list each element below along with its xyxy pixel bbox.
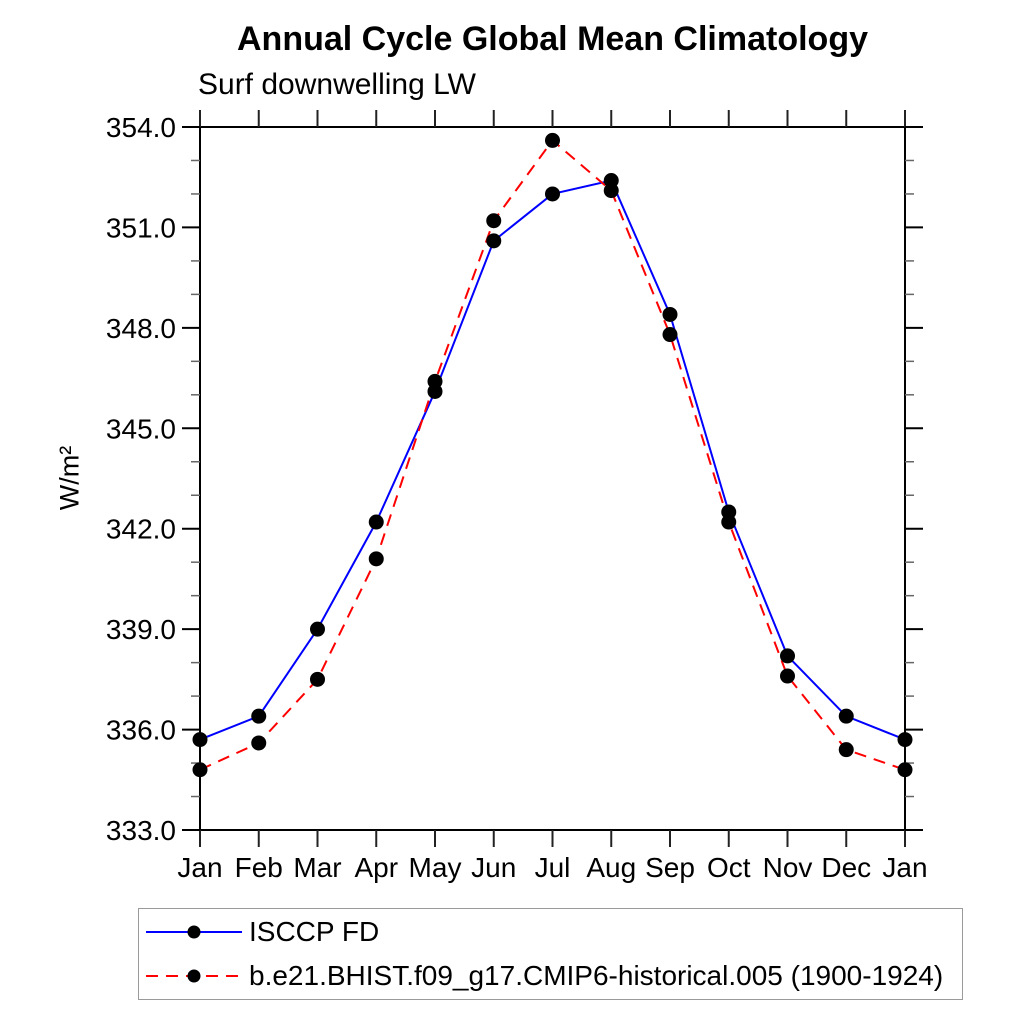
x-axis-tick-label: Oct xyxy=(707,852,751,883)
x-axis-tick-label: Apr xyxy=(354,852,398,883)
data-point-marker-model-run xyxy=(192,762,208,778)
y-axis-tick-label: 342.0 xyxy=(106,514,176,545)
legend-line-dashed-icon xyxy=(146,969,242,983)
data-point-marker-isccp-fd xyxy=(368,514,384,530)
legend-box: ISCCP FD b.e21.BHIST.f09_g17.CMIP6-histo… xyxy=(138,908,963,1000)
data-point-marker-model-run xyxy=(486,213,502,229)
data-point-marker-isccp-fd xyxy=(545,186,560,202)
data-point-marker-model-run xyxy=(251,735,267,751)
data-point-marker-model-run xyxy=(310,671,325,687)
y-axis-tick-label: 354.0 xyxy=(106,112,176,143)
x-axis-tick-label: Sep xyxy=(645,852,695,883)
axis-frame xyxy=(199,126,906,831)
y-axis-tick-label: 348.0 xyxy=(106,313,176,344)
x-axis-tick-label: May xyxy=(409,852,462,883)
y-axis-tick-label: 345.0 xyxy=(106,413,176,444)
chart-subtitle: Surf downwelling LW xyxy=(198,68,476,101)
y-axis-tick-label: 351.0 xyxy=(106,212,176,243)
data-point-marker-isccp-fd xyxy=(662,306,678,322)
y-axis-tick-label: 333.0 xyxy=(106,815,176,846)
data-point-marker-model-run xyxy=(427,373,443,389)
data-point-marker-isccp-fd xyxy=(310,621,325,637)
legend-label-model-run: b.e21.BHIST.f09_g17.CMIP6-historical.005… xyxy=(249,960,944,991)
data-point-marker-isccp-fd xyxy=(897,732,913,748)
legend-sample-marker-icon xyxy=(187,925,201,939)
x-axis-tick-label: Dec xyxy=(821,852,871,883)
legend-sample-marker-icon xyxy=(187,969,201,983)
data-point-marker-model-run xyxy=(897,762,913,778)
chart-title: Annual Cycle Global Mean Climatology xyxy=(237,20,868,58)
legend-item-isccp-fd: ISCCP FD xyxy=(144,912,962,952)
x-axis-tick-label: Aug xyxy=(586,852,636,883)
data-point-marker-model-run xyxy=(838,742,854,758)
series-line-model-run xyxy=(199,138,906,771)
data-point-marker-model-run xyxy=(368,551,384,567)
x-axis-tick-label: Nov xyxy=(763,852,813,883)
data-point-marker-isccp-fd xyxy=(486,233,502,249)
y-axis-tick-label: 339.0 xyxy=(106,614,176,645)
data-point-marker-isccp-fd xyxy=(838,708,854,724)
legend-item-model-run: b.e21.BHIST.f09_g17.CMIP6-historical.005… xyxy=(144,956,962,996)
data-point-marker-model-run xyxy=(545,132,560,148)
x-axis-tick-label: Jul xyxy=(535,852,571,883)
data-point-marker-model-run xyxy=(721,514,737,530)
legend-label-isccp-fd: ISCCP FD xyxy=(249,916,380,947)
data-point-marker-isccp-fd xyxy=(780,648,795,664)
legend-line-solid-icon xyxy=(146,925,242,939)
data-point-marker-isccp-fd xyxy=(192,732,208,748)
data-point-marker-model-run xyxy=(780,668,795,684)
data-point-marker-model-run xyxy=(603,183,619,199)
series-line-isccp-fd xyxy=(199,179,906,741)
y-axis-tick-label: 336.0 xyxy=(106,715,176,746)
x-axis-tick-label: Jan xyxy=(882,852,927,883)
x-axis-tick-label: Jun xyxy=(471,852,516,883)
x-axis-tick-label: Jan xyxy=(177,852,222,883)
x-axis-tick-label: Mar xyxy=(293,852,341,883)
data-point-marker-model-run xyxy=(662,327,678,343)
x-axis-tick-label: Feb xyxy=(235,852,283,883)
data-point-marker-isccp-fd xyxy=(251,708,267,724)
